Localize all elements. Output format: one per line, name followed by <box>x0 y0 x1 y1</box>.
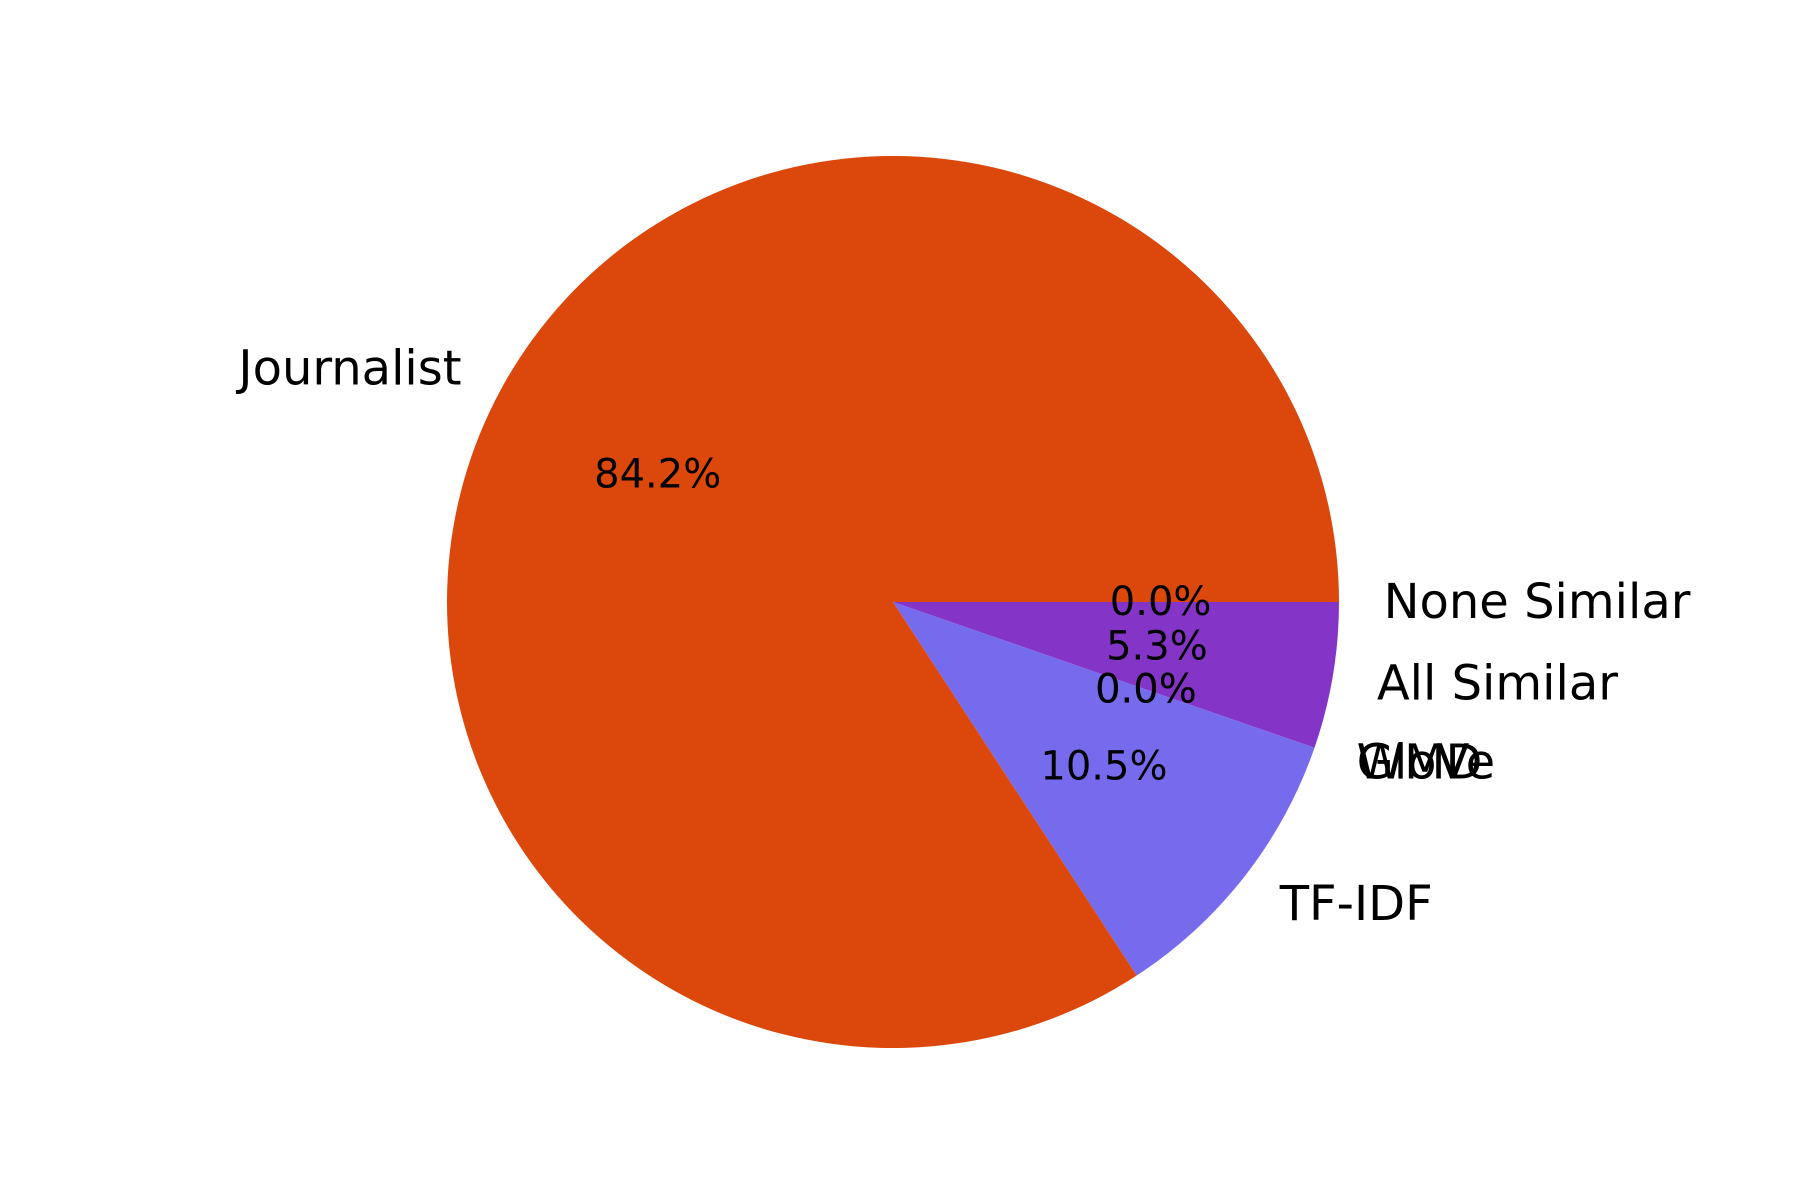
slice-label-tf-idf: TF-IDF <box>1279 876 1433 932</box>
slice-label-wmd: WMD <box>1357 734 1483 790</box>
slice-pct-all-similar: 5.3% <box>1106 623 1208 669</box>
slice-label-none-similar: None Similar <box>1384 574 1691 630</box>
pie-slices <box>447 155 1339 1048</box>
slice-pct-journalist: 84.2% <box>594 452 721 498</box>
slice-pct-glove: 0.0% <box>1095 666 1197 712</box>
slice-label-journalist: Journalist <box>235 340 461 396</box>
slice-label-glove: GloVe <box>1357 734 1496 790</box>
slice-pct-wmd: 0.0% <box>1095 666 1197 712</box>
slice-pct-none-similar: 0.0% <box>1110 579 1212 625</box>
pie-slice-journalist <box>447 155 1339 1048</box>
pie-slice-tf-idf <box>893 602 1315 976</box>
slice-label-all-similar: All Similar <box>1377 655 1618 711</box>
pie-slice-all-similar <box>893 602 1339 748</box>
pie-labels: None Similar 0.0% All Similar 5.3% WMD 0.0% Gl… <box>235 340 1690 932</box>
slice-pct-tf-idf: 10.5% <box>1040 744 1167 790</box>
